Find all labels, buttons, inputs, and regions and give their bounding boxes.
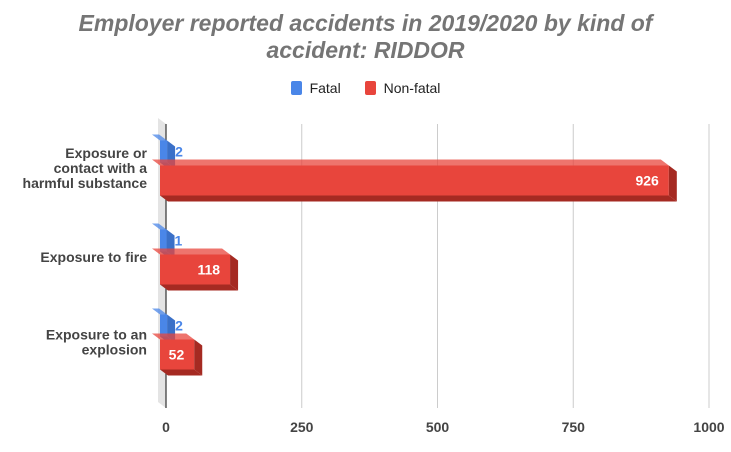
bar-non-fatal-2-front-face <box>160 254 231 285</box>
legend-item-non-fatal[interactable]: Non-fatal <box>364 80 441 96</box>
data-label-non-fatal-2: 118 <box>197 262 220 278</box>
data-label-non-fatal-1: 926 <box>635 173 659 189</box>
bar-fatal-2-front-face <box>160 229 167 252</box>
chart-title-line-1: Employer reported accidents in 2019/2020… <box>78 10 653 36</box>
bar-non-fatal-2[interactable] <box>152 248 239 291</box>
x-tick-label: 250 <box>290 419 314 435</box>
data-label-fatal-3: 2 <box>175 318 183 334</box>
legend-swatch-non-fatal <box>364 81 376 95</box>
bar-fatal-3-front-face <box>160 314 168 337</box>
bar-non-fatal-1-bottom-face <box>160 195 677 202</box>
bar-non-fatal-1[interactable] <box>152 159 677 202</box>
x-tick-label: 750 <box>562 419 586 435</box>
bar-non-fatal-3[interactable] <box>152 333 203 376</box>
x-tick-label: 1000 <box>693 419 724 435</box>
category-label-line: explosion <box>82 342 147 358</box>
category-label-line: Exposure to fire <box>40 249 147 265</box>
bar-fatal-2-top-face <box>152 223 167 230</box>
bar-fatal-1-top-face <box>152 134 168 141</box>
legend-swatch-fatal <box>290 81 302 95</box>
bar-non-fatal-3-bottom-face <box>160 369 203 376</box>
legend-label-fatal: Fatal <box>309 80 341 96</box>
category-label-line: contact with a <box>54 160 148 176</box>
chart-legend: Fatal Non-fatal <box>0 80 731 98</box>
chart-title-line-2: accident: RIDDOR <box>266 37 465 63</box>
x-tick-label: 0 <box>162 419 170 435</box>
data-label-fatal-2: 1 <box>175 233 183 249</box>
bar-fatal-1-front-face <box>160 140 168 163</box>
category-label-2: Exposure to fire <box>40 249 147 265</box>
category-label-1: Exposure or contact with a harmful substan… <box>23 145 148 191</box>
legend-item-fatal[interactable]: Fatal <box>290 80 341 96</box>
bar-non-fatal-1-front-face <box>160 165 669 196</box>
bar-non-fatal-2-end-face <box>230 254 239 291</box>
category-label-line: harmful substance <box>23 175 148 191</box>
data-label-non-fatal-3: 52 <box>169 347 185 363</box>
category-label-line: Exposure or <box>65 145 147 161</box>
bar-non-fatal-2-top-face <box>152 248 231 255</box>
category-label-3: Exposure to an explosion <box>46 327 147 358</box>
legend-label-non-fatal: Non-fatal <box>383 80 441 96</box>
chart-title: Employer reported accidents in 2019/2020… <box>0 10 731 64</box>
bar-non-fatal-3-end-face <box>194 339 203 376</box>
bar-non-fatal-2-bottom-face <box>160 284 239 291</box>
bar-fatal-3-top-face <box>152 308 168 315</box>
bar-non-fatal-1-end-face <box>668 165 677 202</box>
bar-non-fatal-3-top-face <box>152 333 195 340</box>
x-tick-label: 500 <box>426 419 450 435</box>
data-label-fatal-1: 2 <box>175 144 183 160</box>
bar-non-fatal-1-top-face <box>152 159 669 166</box>
bar-non-fatal-3-front-face <box>160 339 195 370</box>
category-label-line: Exposure to an <box>46 327 147 343</box>
